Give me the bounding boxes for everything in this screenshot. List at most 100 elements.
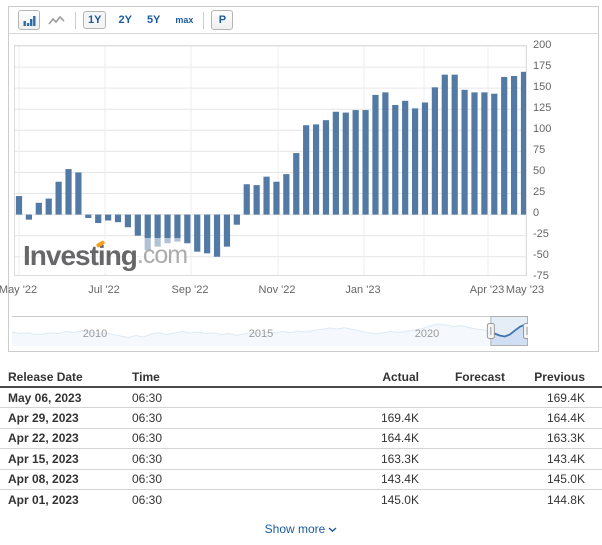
bar[interactable] xyxy=(382,92,389,215)
bar[interactable] xyxy=(402,100,409,215)
bar[interactable] xyxy=(471,92,478,215)
actual-cell: 169.4K xyxy=(232,407,419,429)
bar[interactable] xyxy=(511,76,518,215)
x-tick-label: May '23 xyxy=(505,284,545,296)
previous-cell: 143.4K xyxy=(505,448,602,470)
range-button-max[interactable]: max xyxy=(175,15,194,25)
time-cell: 06:30 xyxy=(132,469,232,490)
y-tick-label: -50 xyxy=(533,249,549,262)
bar[interactable] xyxy=(213,214,221,257)
table-row: Apr 01, 2023 06:30 145.0K 144.8K xyxy=(0,490,602,511)
portfolio-button[interactable]: P xyxy=(211,10,234,30)
bar[interactable] xyxy=(144,214,151,251)
bar[interactable] xyxy=(184,214,191,244)
bar[interactable] xyxy=(45,198,52,215)
bar[interactable] xyxy=(204,214,211,254)
table-header-row: Release Date Time Actual Forecast Previous xyxy=(0,367,602,388)
bar[interactable] xyxy=(243,184,250,215)
bar[interactable] xyxy=(322,120,330,215)
previous-cell: 164.4K xyxy=(505,407,602,429)
bar[interactable] xyxy=(332,111,339,215)
forecast-cell xyxy=(419,448,505,470)
bar[interactable] xyxy=(85,214,92,218)
actual-cell: 163.3K xyxy=(232,448,419,470)
bar[interactable] xyxy=(342,112,349,215)
bar[interactable] xyxy=(421,102,429,215)
release-date-cell: Apr 15, 2023 xyxy=(0,448,132,470)
bar[interactable] xyxy=(223,214,231,247)
release-date-cell: Apr 01, 2023 xyxy=(8,493,79,507)
y-tick-label: 100 xyxy=(533,122,552,135)
bar[interactable] xyxy=(154,214,161,247)
bar[interactable] xyxy=(65,169,72,215)
x-tick-label: Nov '22 xyxy=(258,284,296,296)
actual-cell: 143.4K xyxy=(232,469,419,490)
show-more-row: Show more xyxy=(0,520,602,538)
bar[interactable] xyxy=(362,110,369,215)
bar[interactable] xyxy=(451,74,458,215)
y-tick-label: 75 xyxy=(533,143,546,156)
bar[interactable] xyxy=(273,181,280,215)
previous-cell: 163.3K xyxy=(505,428,602,449)
show-more-label: Show more xyxy=(264,522,326,536)
range-button-5y[interactable]: 5Y xyxy=(146,14,161,26)
actual-cell xyxy=(232,387,419,408)
bar[interactable] xyxy=(263,176,270,215)
bar[interactable] xyxy=(25,214,33,220)
bar[interactable] xyxy=(95,214,102,224)
bar[interactable] xyxy=(35,202,42,215)
bar[interactable] xyxy=(55,181,62,215)
x-tick-label: Jan '23 xyxy=(345,284,381,296)
bar[interactable] xyxy=(491,93,498,215)
bar[interactable] xyxy=(174,214,181,242)
bar[interactable] xyxy=(253,185,260,215)
table-row: Apr 29, 2023 06:30 169.4K 164.4K xyxy=(0,407,602,429)
bar[interactable] xyxy=(411,108,419,215)
bar[interactable] xyxy=(312,124,320,215)
navigator-year-label: 2020 xyxy=(414,328,440,340)
bar[interactable] xyxy=(105,214,112,221)
bar[interactable] xyxy=(124,214,132,228)
time-cell: 06:30 xyxy=(132,493,163,507)
bar[interactable] xyxy=(15,196,23,215)
bar[interactable] xyxy=(134,214,141,236)
bar[interactable] xyxy=(233,214,240,225)
bar[interactable] xyxy=(392,105,399,215)
x-tick-label: Sep '22 xyxy=(171,284,209,296)
release-date-cell: Apr 22, 2023 xyxy=(0,428,132,449)
range-button-1y[interactable]: 1Y xyxy=(83,11,107,29)
bar[interactable] xyxy=(283,174,290,215)
bar[interactable] xyxy=(75,172,82,215)
line-chart-type-button[interactable] xyxy=(44,10,68,30)
navigator-year-label: 2015 xyxy=(248,328,274,340)
bar[interactable] xyxy=(114,214,122,223)
time-cell: 06:30 xyxy=(132,428,232,449)
y-tick-label: -25 xyxy=(533,228,549,241)
bar[interactable] xyxy=(481,92,488,215)
bar[interactable] xyxy=(352,110,359,215)
column-header: Actual xyxy=(232,367,419,388)
line-chart-icon xyxy=(47,15,65,24)
column-header: Time xyxy=(132,367,232,388)
bar[interactable] xyxy=(501,76,508,215)
y-tick-label: 50 xyxy=(533,164,546,177)
bar[interactable] xyxy=(520,71,526,215)
bar[interactable] xyxy=(164,214,171,244)
release-date-cell: Apr 29, 2023 xyxy=(0,407,132,429)
bar[interactable] xyxy=(372,94,379,215)
bar[interactable] xyxy=(431,87,438,215)
forecast-cell xyxy=(419,428,505,449)
bar[interactable] xyxy=(194,214,201,252)
range-navigator[interactable] xyxy=(11,316,531,346)
y-tick-label: 200 xyxy=(533,38,552,51)
bar[interactable] xyxy=(303,125,310,215)
bar[interactable] xyxy=(293,153,300,215)
bar-chart-icon xyxy=(23,15,35,26)
show-more-link[interactable]: Show more xyxy=(265,522,338,536)
time-cell: 06:30 xyxy=(132,407,232,429)
bar[interactable] xyxy=(441,74,448,215)
range-button-2y[interactable]: 2Y xyxy=(118,14,132,26)
plot-area[interactable] xyxy=(14,45,527,276)
bar[interactable] xyxy=(461,89,468,215)
bar-chart-type-button[interactable] xyxy=(18,10,40,30)
